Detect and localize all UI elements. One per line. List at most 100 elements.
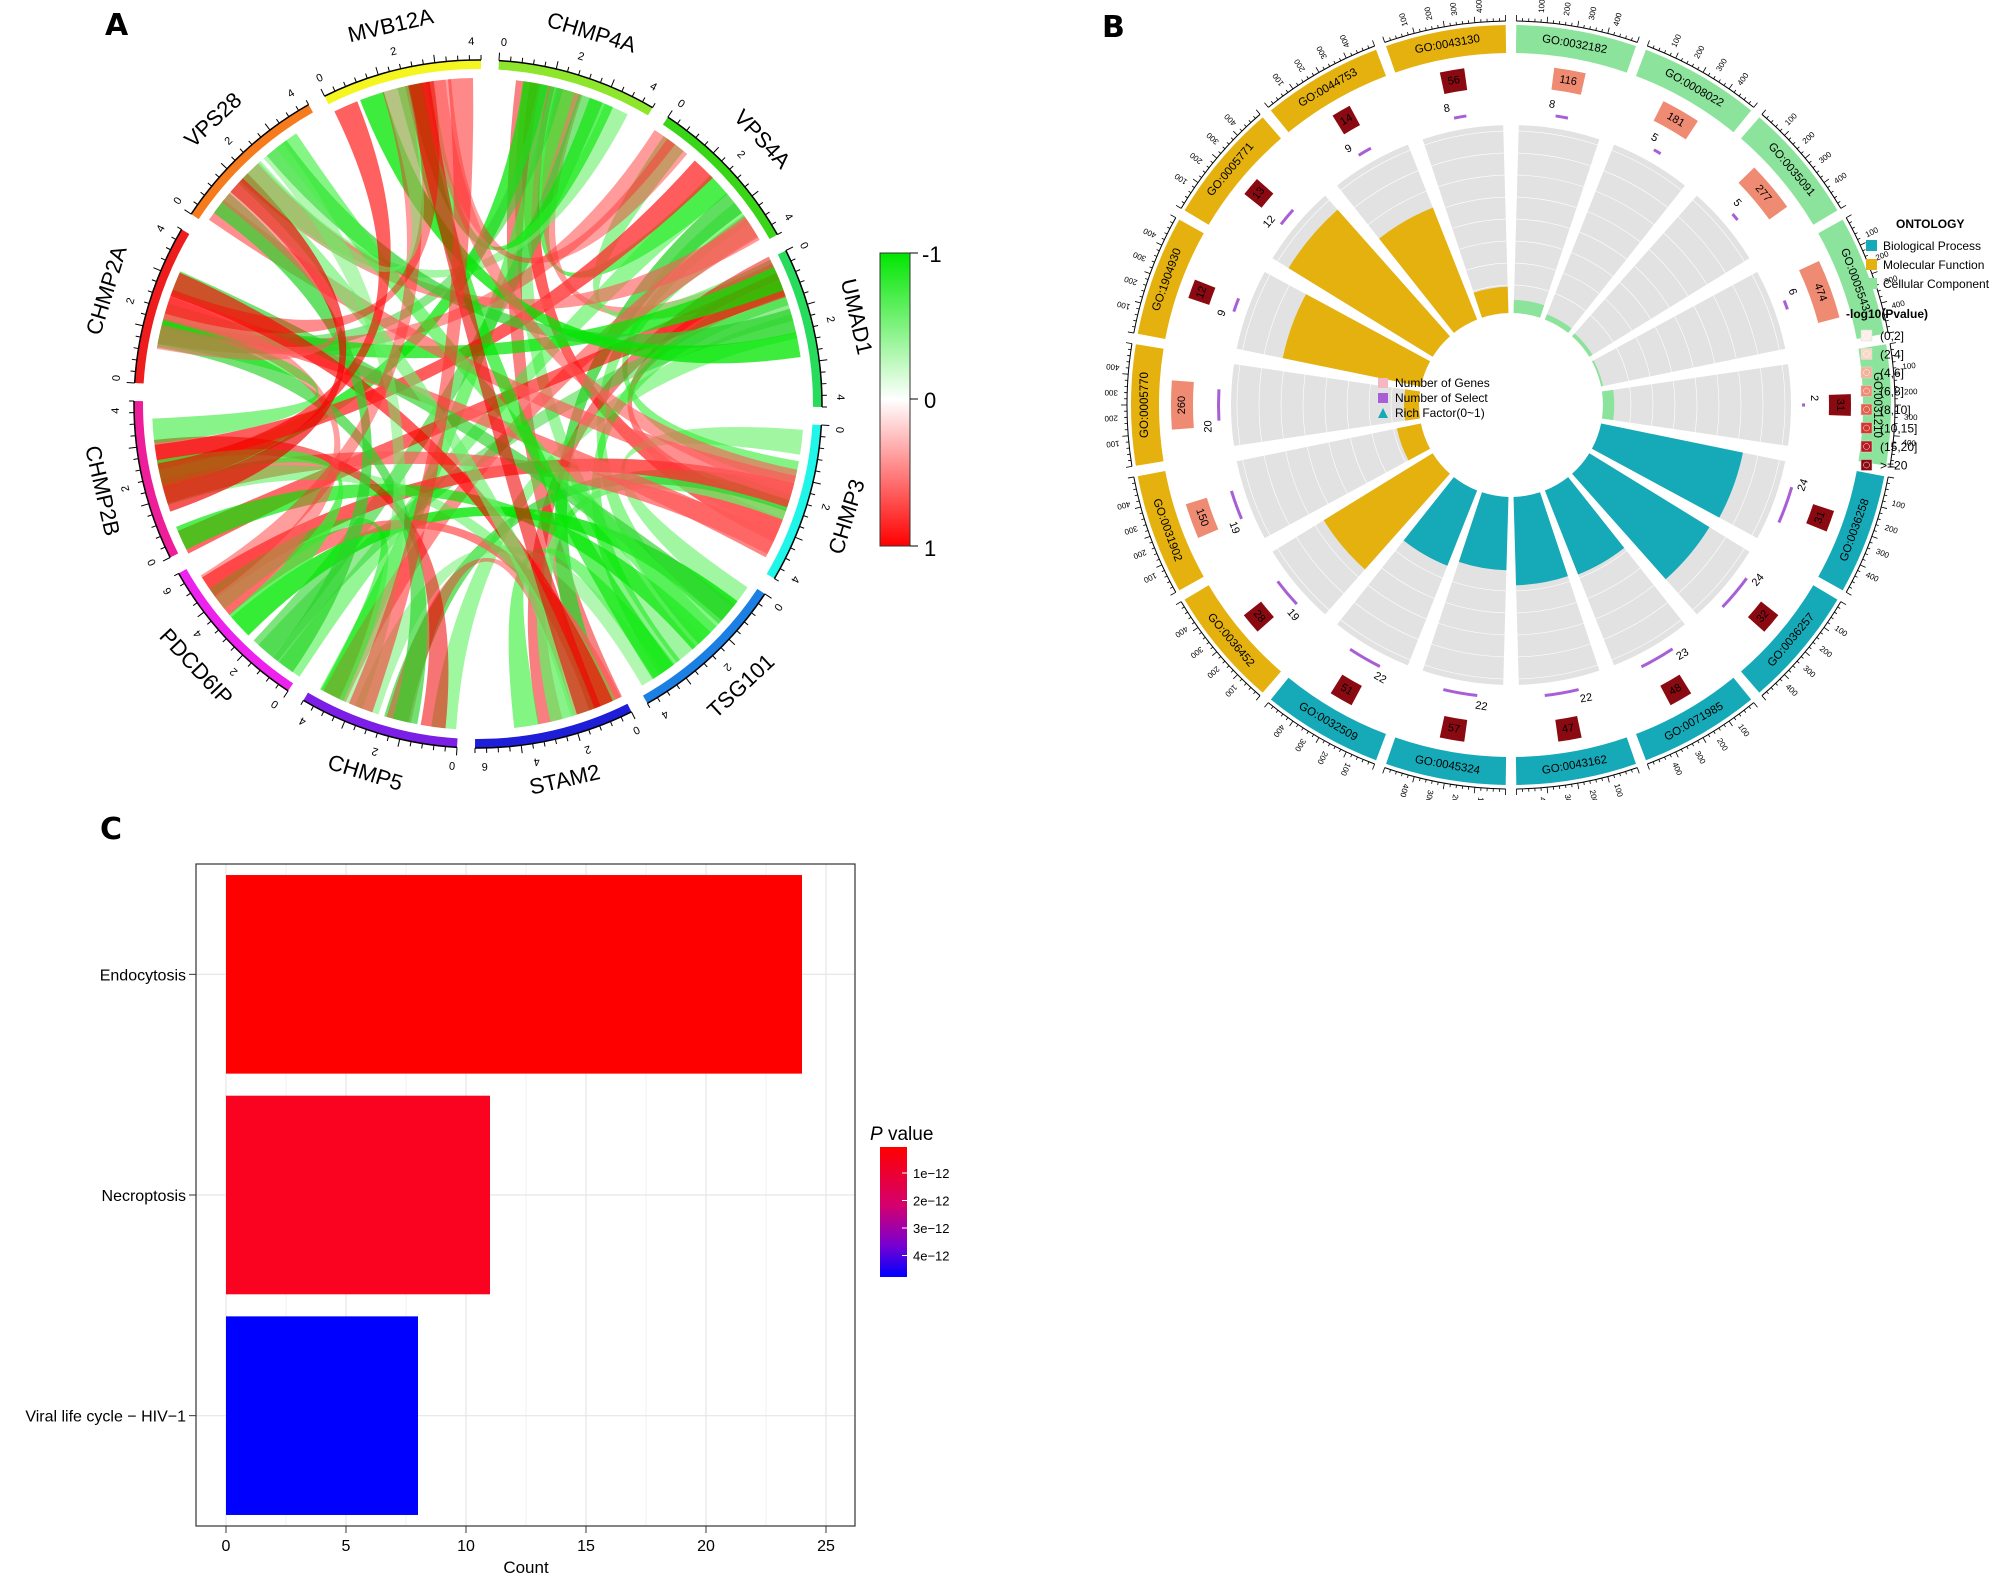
select-count-label: 2 (1808, 395, 1820, 401)
scale-tick-label: 300 (1883, 273, 1899, 286)
rich-factor-bar (1379, 207, 1478, 333)
chord-ribbon (160, 451, 779, 554)
sector-tick-label: 0 (833, 426, 845, 433)
sector-tick-label: 0 (171, 195, 184, 207)
scale-tick-label: 200 (1123, 274, 1139, 287)
scale-tick-label: 300 (1801, 664, 1817, 680)
panel-label-c: C (100, 812, 123, 847)
sector-label-tsg101: TSG101 (702, 649, 779, 723)
sector-tick-label: 2 (734, 148, 747, 161)
gene-count-bar (1799, 260, 1840, 324)
x-tick-label: 10 (457, 1538, 475, 1555)
sector-tick-label: 4 (659, 707, 670, 720)
scale-tick-label: 400 (1784, 682, 1800, 698)
sector-tick-label: 0 (449, 759, 456, 771)
sector-tick-label: 2 (124, 296, 137, 305)
gene-count-bar (1555, 716, 1582, 742)
select-count-bar (1232, 297, 1241, 313)
scale-tick-label: 300 (1204, 130, 1220, 146)
go-term-go-0031210: 100 200 300 400 GO:0031210 31 2 (1602, 342, 1918, 468)
sector-tick-label: 2 (370, 745, 379, 758)
pvalue-tick-label: 2e−12 (913, 1194, 950, 1209)
scale-tick-label: 100 (1864, 225, 1880, 239)
sector-label-chmp5: CHMP5 (325, 749, 406, 795)
inner-legend-swatch-rich (1378, 408, 1388, 418)
scale-tick-label: 400 (1612, 11, 1624, 27)
scale-tick-label: 100 (1270, 71, 1285, 88)
rich-factor-bar (1572, 333, 1593, 357)
scale-tick-label: 100 (1736, 722, 1751, 739)
scale-tick-label: 200 (1801, 130, 1817, 146)
rich-factor-bar (1403, 477, 1478, 566)
scale-tick-label: 200 (1588, 789, 1600, 800)
rich-factor-bar (1396, 423, 1431, 461)
rich-factor-bar (1602, 389, 1615, 421)
sector-label-vps28: VPS28 (179, 87, 246, 152)
scale-tick-label: 300 (1104, 388, 1118, 397)
scale-tick-label: 300 (1188, 645, 1204, 661)
select-count-bar (1442, 688, 1478, 698)
pvalue-legend-title: P value (870, 1124, 933, 1145)
select-count-label: 19 (1284, 607, 1301, 624)
sector-tick-label: 4 (285, 87, 296, 100)
legend-label-mid: 0 (924, 388, 936, 413)
inner-legend: Number of Genes Number of Select Rich Fa… (1378, 376, 1490, 420)
chord-ribbon (263, 142, 406, 709)
gene-count-bar (1244, 179, 1274, 208)
sector-tick-label: 2 (576, 50, 585, 63)
scale-tick-label: 100 (1173, 171, 1190, 186)
ontology-ring-segment (1386, 25, 1507, 73)
sector-tick-label: 6 (482, 760, 488, 772)
bar-necroptosis (226, 1095, 490, 1295)
category-label: Viral life cycle − HIV−1 (25, 1409, 186, 1426)
scale-tick-label: 400 (1864, 570, 1880, 584)
gene-count-bar (1243, 601, 1274, 632)
x-tick-label: 20 (697, 1538, 715, 1555)
select-count-label: 19 (1226, 520, 1241, 536)
chord-ribbon (242, 85, 424, 272)
scale-tick-label: 400 (1398, 783, 1410, 799)
select-count-label: 9 (1215, 308, 1228, 318)
select-count-bar (1453, 114, 1467, 120)
gene-count-label: 260 (1176, 396, 1188, 414)
x-tick-label: 15 (577, 1538, 595, 1555)
sector-label-umad1: UMAD1 (836, 276, 878, 357)
scale-tick-label: 400 (1173, 624, 1190, 639)
sector-tick-label: 0 (146, 557, 159, 568)
gene-count-label: 31 (1834, 399, 1846, 411)
sector-label-mvb12a: MVB12A (345, 3, 436, 47)
ontology-ring-segment (1515, 25, 1636, 73)
sector-tick-label: 4 (781, 211, 794, 222)
category-label: Endocytosis (100, 967, 186, 984)
scale-tick-label: 400 (1474, 0, 1484, 13)
sector-tick-label: 2 (389, 45, 398, 58)
scale-tick-label: 200 (1188, 150, 1204, 166)
scale-tick-label: 100 (1891, 499, 1907, 511)
select-count-label: 22 (1579, 691, 1593, 705)
gene-count-bar (1439, 715, 1468, 742)
sector-tick-label: 6 (161, 585, 174, 596)
chord-ribbon (200, 85, 422, 597)
pvalue-tick-label: 4e−12 (913, 1249, 950, 1264)
gene-count-bar (1188, 279, 1216, 305)
select-count-label: 24 (1750, 572, 1767, 589)
rich-factor-bar (1458, 492, 1509, 571)
select-count-bar (1276, 580, 1298, 606)
gene-count-bar (1828, 394, 1851, 416)
scale-tick-label: 100 (1537, 0, 1547, 13)
ontology-ring-segment (1741, 117, 1838, 225)
inner-legend-swatch-select (1378, 393, 1388, 403)
pvalue-colorbar (880, 1147, 907, 1277)
scale-tick-label: 400 (1891, 298, 1907, 310)
rich-factor-bar (1282, 294, 1431, 387)
sector-tick-label: 4 (110, 408, 122, 414)
gene-count-bar (1660, 674, 1692, 706)
rich-factor-bar (1513, 492, 1568, 586)
rich-factor-bar (1403, 389, 1420, 421)
